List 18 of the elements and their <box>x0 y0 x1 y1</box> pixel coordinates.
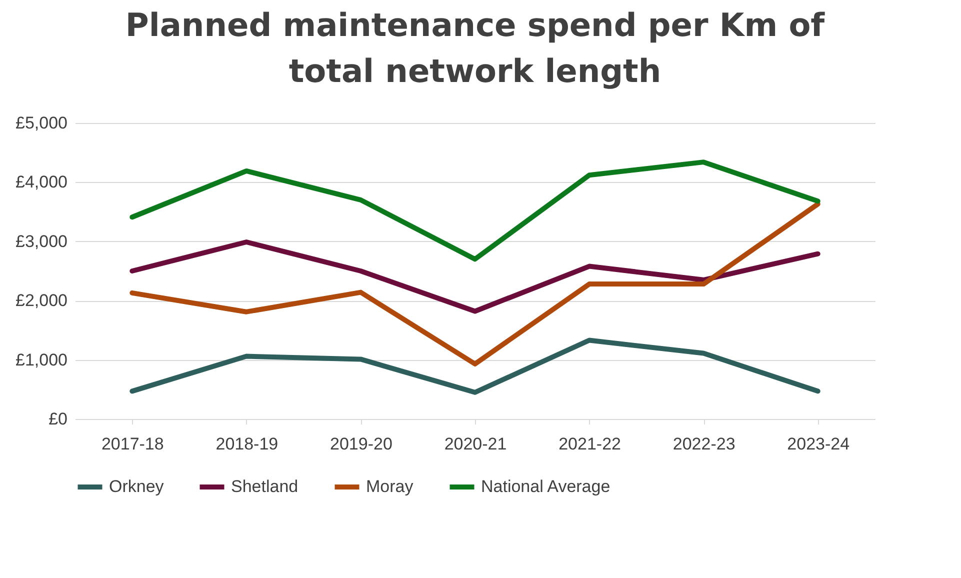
x-tick-label: 2017-18 <box>101 434 164 454</box>
x-tick-label: 2019-20 <box>330 434 392 454</box>
y-tick-label: £4,000 <box>16 172 68 192</box>
legend-label: National Average <box>481 477 610 496</box>
legend-label: Moray <box>366 477 414 496</box>
y-tick-label: £3,000 <box>16 232 68 251</box>
legend-label: Shetland <box>231 477 298 496</box>
chart-title: Planned maintenance spend per Km of total network length <box>125 6 826 90</box>
y-tick-label: £1,000 <box>16 350 68 370</box>
x-tick-label: 2020-21 <box>444 434 507 454</box>
x-tick-label: 2022-23 <box>672 434 736 454</box>
y-tick-label: £0 <box>48 410 68 428</box>
y-tick-label: £5,000 <box>16 114 68 132</box>
y-tick-label: £2,000 <box>16 291 68 310</box>
x-tick-label: 2023-24 <box>787 434 850 454</box>
x-tick-label: 2021-22 <box>558 434 621 454</box>
legend-label: Orkney <box>109 477 164 496</box>
x-tick-label: 2018-19 <box>216 434 278 454</box>
